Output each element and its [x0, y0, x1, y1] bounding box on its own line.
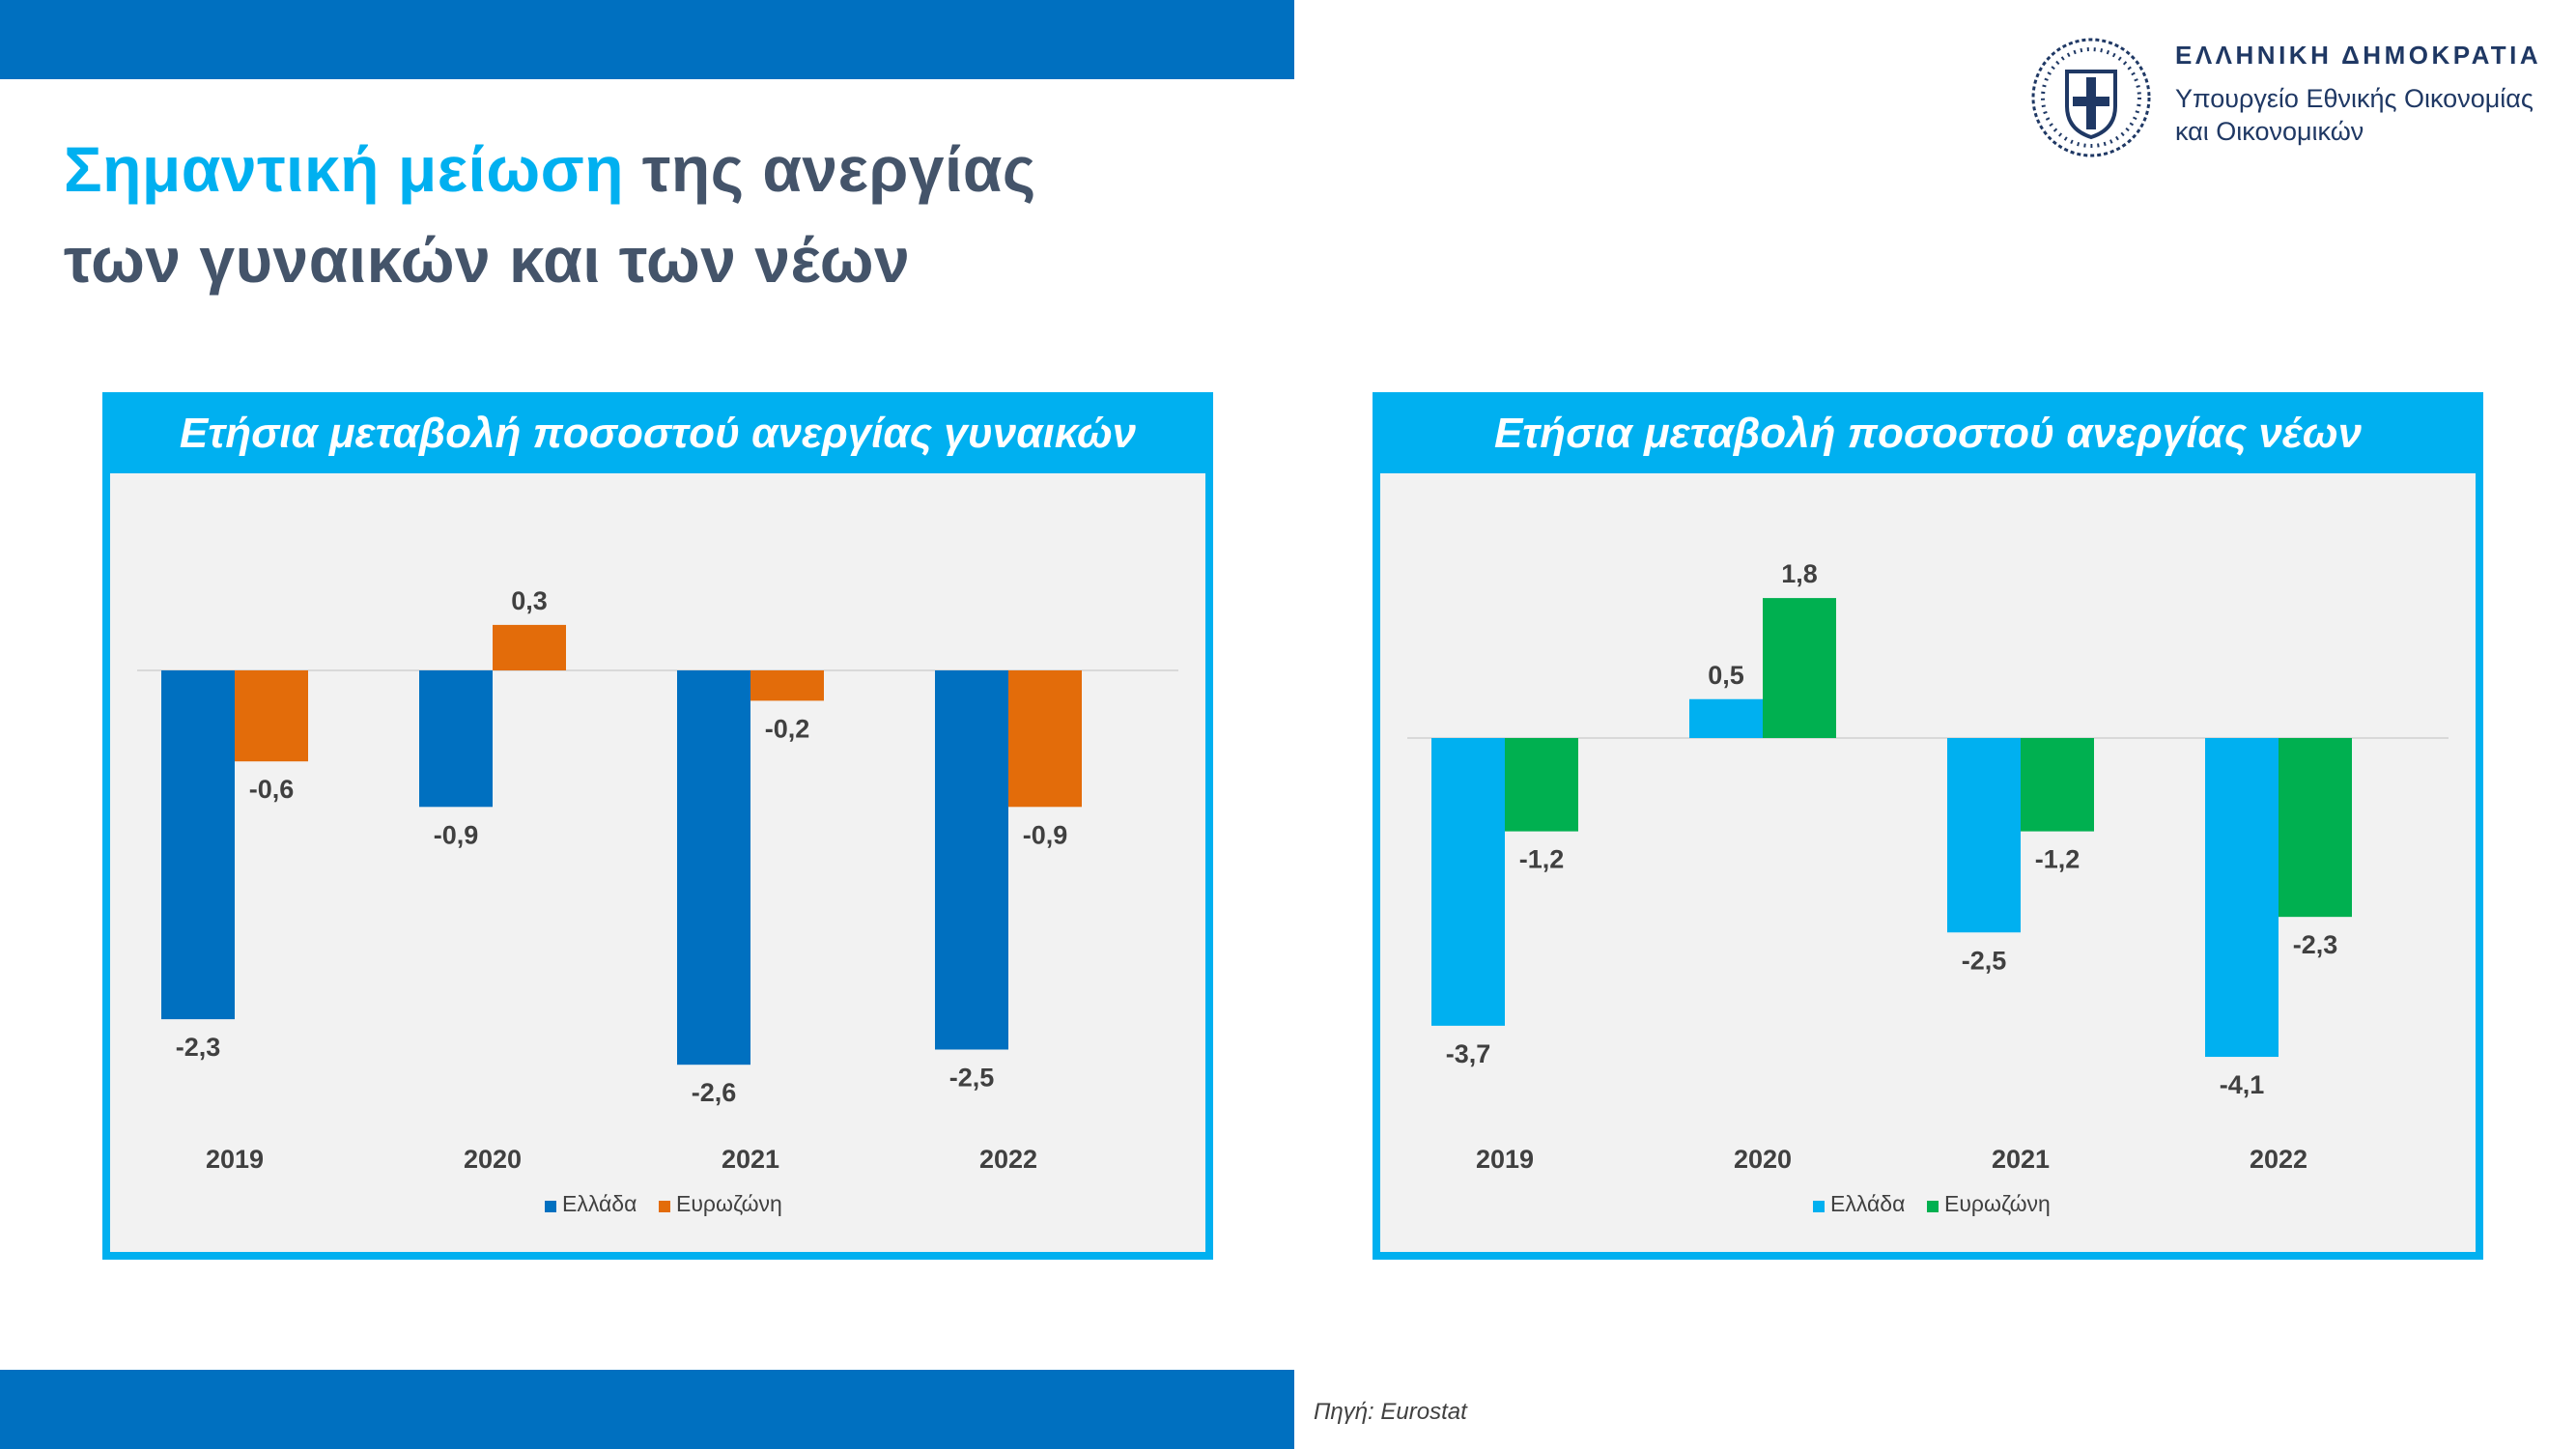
bar-greece-2019: [161, 670, 235, 1020]
x-tick-label: 2020: [1734, 1145, 1792, 1174]
chart-title-women: Ετήσια μεταβολή ποσοστού ανεργίας γυναικ…: [179, 410, 1137, 457]
legend-swatch-eurozone: [659, 1201, 670, 1212]
data-label: -0,9: [1023, 820, 1068, 849]
data-label: -4,1: [2220, 1070, 2265, 1099]
data-label: -2,6: [692, 1078, 737, 1107]
legend-swatch-greece: [545, 1201, 556, 1212]
title-rest: της ανεργίας: [624, 133, 1036, 205]
republic-name: ΕΛΛΗΝΙΚΗ ΔΗΜΟΚΡΑΤΙΑ: [2175, 41, 2542, 70]
data-label: -0,9: [434, 820, 479, 849]
x-tick-label: 2019: [1476, 1145, 1534, 1174]
x-tick-label: 2022: [979, 1145, 1037, 1174]
x-tick-label: 2022: [2250, 1145, 2307, 1174]
data-label: -2,5: [1962, 946, 2007, 975]
bar-greece-2019: [1431, 738, 1505, 1026]
data-label: -2,5: [949, 1064, 995, 1093]
x-tick-label: 2019: [206, 1145, 264, 1174]
x-tick-label: 2020: [464, 1145, 522, 1174]
top-accent-bar: [0, 0, 1294, 79]
bar-eurozone-2019: [235, 670, 308, 762]
legend-label: Ευρωζώνη: [1944, 1191, 2051, 1216]
data-label: -3,7: [1446, 1039, 1491, 1068]
bar-eurozone-2022: [1008, 670, 1082, 808]
bar-greece-2021: [677, 670, 750, 1065]
page-title: Σημαντική μείωση της ανεργίας των γυναικ…: [64, 124, 1036, 305]
data-label: 1,8: [1781, 559, 1818, 588]
data-label: -2,3: [176, 1033, 221, 1062]
bar-eurozone-2021: [2021, 738, 2094, 832]
bar-eurozone-2020: [1763, 598, 1836, 738]
legend-label: Ελλάδα: [1830, 1191, 1905, 1216]
bar-eurozone-2021: [750, 670, 824, 701]
source-note: Πηγή: Eurostat: [1314, 1399, 1467, 1425]
bar-eurozone-2020: [493, 624, 566, 670]
bar-greece-2020: [1689, 698, 1763, 738]
title-highlight: Σημαντική μείωση: [64, 133, 625, 205]
data-label: -1,2: [1519, 845, 1565, 874]
plot-area-youth: -3,7 -1,2 2019 0,5 1,8 2020 -2,5 -1,2 2021 -4,1 -2…: [1380, 473, 2476, 1252]
greek-emblem-icon: [2031, 38, 2151, 157]
ministry-name-line2: και Οικονομικών: [2175, 117, 2364, 146]
chart-title-youth: Ετήσια μεταβολή ποσοστού ανεργίας νέων: [1493, 410, 2363, 457]
x-tick-label: 2021: [1992, 1145, 2050, 1174]
plot-area-women: -2,3 -0,6 2019 -0,9 0,3 2020 -2,6 -0,2 2021 -2,5 -…: [110, 473, 1205, 1252]
legend-label: Ελλάδα: [562, 1191, 637, 1216]
data-label: -1,2: [2035, 845, 2081, 874]
ministry-name-line1: Υπουργείο Εθνικής Οικονομίας: [2175, 84, 2534, 113]
chart-panel-youth: Ετήσια μεταβολή ποσοστού ανεργίας νέων -…: [1373, 392, 2483, 1260]
legend-swatch-eurozone: [1927, 1201, 1939, 1212]
legend-label: Ευρωζώνη: [676, 1191, 782, 1216]
title-line2: των γυναικών και των νέων: [64, 224, 911, 296]
bar-greece-2022: [2205, 738, 2279, 1058]
data-label: -0,6: [249, 775, 295, 804]
data-label: 0,3: [511, 586, 548, 615]
data-label: -2,3: [2293, 930, 2338, 959]
data-label: -0,2: [765, 714, 810, 743]
ministry-logo-text: ΕΛΛΗΝΙΚΗ ΔΗΜΟΚΡΑΤΙΑ Υπουργείο Εθνικής Οι…: [2175, 41, 2541, 148]
legend-swatch-greece: [1813, 1201, 1825, 1212]
chart-youth-svg: -3,7 -1,2 2019 0,5 1,8 2020 -2,5 -1,2 2021 -4,1 -2…: [1407, 559, 2449, 1216]
data-label: 0,5: [1708, 661, 1744, 690]
bar-greece-2020: [419, 670, 493, 808]
bar-greece-2022: [935, 670, 1008, 1050]
chart-panel-women: Ετήσια μεταβολή ποσοστού ανεργίας γυναικ…: [102, 392, 1213, 1260]
x-tick-label: 2021: [722, 1145, 779, 1174]
bar-eurozone-2022: [2279, 738, 2352, 918]
chart-women-svg: -2,3 -0,6 2019 -0,9 0,3 2020 -2,6 -0,2 2021 -2,5 -…: [137, 586, 1178, 1216]
bar-greece-2021: [1947, 738, 2021, 933]
bottom-accent-bar: [0, 1370, 1294, 1449]
bar-eurozone-2019: [1505, 738, 1578, 832]
